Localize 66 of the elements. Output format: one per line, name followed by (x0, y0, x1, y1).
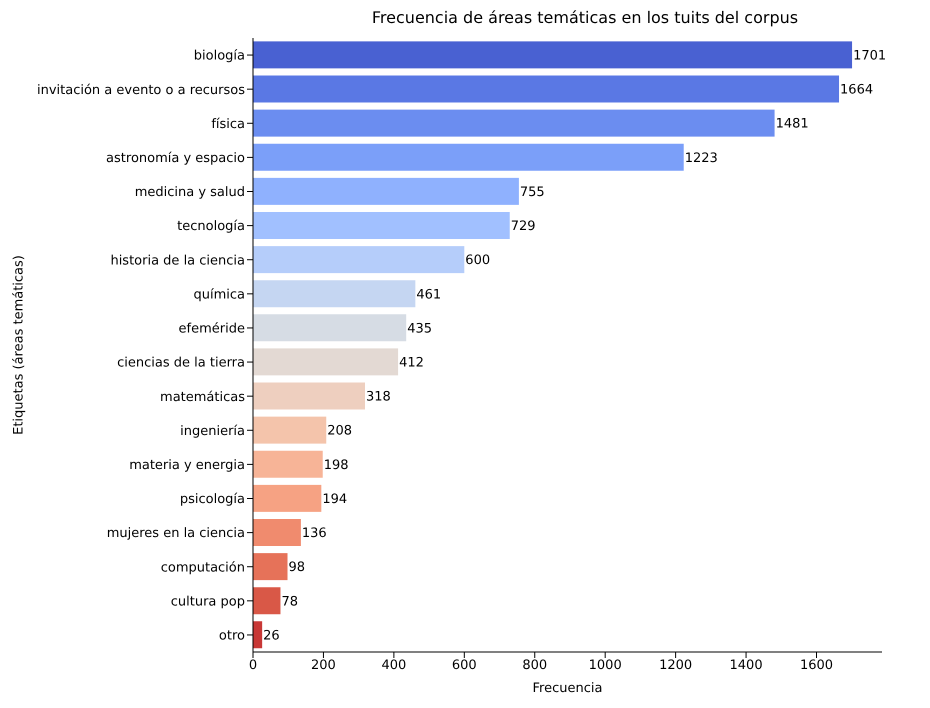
data-label: 461 (416, 287, 442, 302)
bar (253, 553, 288, 580)
y-tick-label: psicología (180, 492, 245, 508)
y-tick-label: invitación a evento o a recursos (37, 82, 246, 98)
data-label: 78 (281, 594, 298, 610)
y-tick-label: matemáticas (160, 390, 246, 405)
x-tick-label: 400 (381, 658, 406, 674)
bar (253, 416, 326, 444)
bar (253, 76, 840, 103)
bar (253, 587, 280, 614)
y-tick-label: otro (218, 628, 246, 644)
x-axis-title: Frecuencia (532, 681, 602, 696)
y-tick-label: ingeniería (180, 424, 245, 439)
bar (253, 314, 406, 342)
data-label: 98 (288, 560, 306, 576)
data-label: 1664 (840, 82, 874, 98)
bar (253, 382, 365, 410)
y-tick-label: efeméride (178, 322, 245, 337)
data-label: 729 (510, 219, 536, 234)
bar (253, 484, 322, 512)
y-tick-label: ciencias de la tierra (117, 356, 245, 371)
x-tick-label: 0 (248, 658, 258, 674)
y-tick-label: biología (194, 48, 245, 64)
data-label: 194 (322, 492, 348, 507)
data-label: 198 (324, 458, 349, 473)
data-label: 1701 (853, 48, 886, 64)
data-label: 1481 (776, 116, 809, 132)
bar (253, 450, 323, 478)
bar (253, 178, 519, 205)
bar (253, 621, 262, 648)
x-tick-label: 1400 (730, 658, 763, 674)
chart-title: Frecuencia de áreas temáticas en los tuits del corpus (370, 8, 800, 29)
y-tick-label: mujeres en la ciencia (106, 526, 245, 542)
bar (253, 518, 301, 546)
data-label: 1223 (684, 150, 718, 166)
y-tick-label: computación (160, 560, 245, 576)
bar (253, 280, 416, 308)
y-axis-title: Etiquetas (áreas temáticas) (12, 255, 27, 435)
y-tick-label: astronomía y espacio (106, 151, 246, 166)
y-tick-label: medicina y salud (134, 185, 245, 200)
data-label: 412 (399, 356, 424, 371)
y-tick-label: cultura pop (170, 594, 245, 610)
x-tick-label: 1600 (800, 658, 834, 674)
y-tick-label: historia de la ciencia (110, 253, 245, 268)
data-label: 600 (465, 253, 490, 268)
bar (253, 41, 852, 68)
data-label: 318 (366, 390, 391, 405)
bar (253, 110, 775, 137)
x-tick-label: 1000 (588, 658, 622, 674)
bar (253, 246, 464, 274)
data-label: 208 (327, 424, 352, 439)
data-label: 435 (407, 321, 432, 336)
y-tick-label: química (194, 287, 245, 302)
y-tick-label: física (211, 116, 245, 132)
x-tick-label: 1200 (659, 658, 692, 674)
data-label: 26 (263, 628, 280, 644)
y-tick-label: tecnología (177, 219, 245, 234)
data-label: 136 (302, 526, 327, 542)
bar (253, 348, 398, 376)
y-tick-label: materia y energia (129, 458, 245, 474)
x-tick-label: 800 (522, 658, 548, 674)
x-tick-label: 600 (452, 658, 477, 674)
data-label: 755 (520, 184, 545, 200)
bar (253, 144, 684, 171)
bar (253, 212, 510, 239)
x-tick-label: 200 (311, 658, 336, 674)
